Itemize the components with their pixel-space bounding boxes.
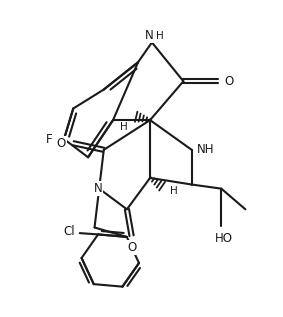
Text: N: N: [145, 29, 154, 42]
Text: HO: HO: [215, 232, 233, 245]
Text: Cl: Cl: [63, 225, 75, 238]
Text: H: H: [156, 31, 164, 41]
Text: O: O: [57, 137, 66, 150]
Text: NH: NH: [197, 143, 215, 156]
Text: H: H: [170, 186, 178, 196]
Text: O: O: [224, 75, 233, 88]
Text: H: H: [120, 122, 127, 132]
Text: O: O: [127, 241, 136, 254]
Text: F: F: [46, 133, 52, 146]
Text: N: N: [93, 182, 102, 195]
